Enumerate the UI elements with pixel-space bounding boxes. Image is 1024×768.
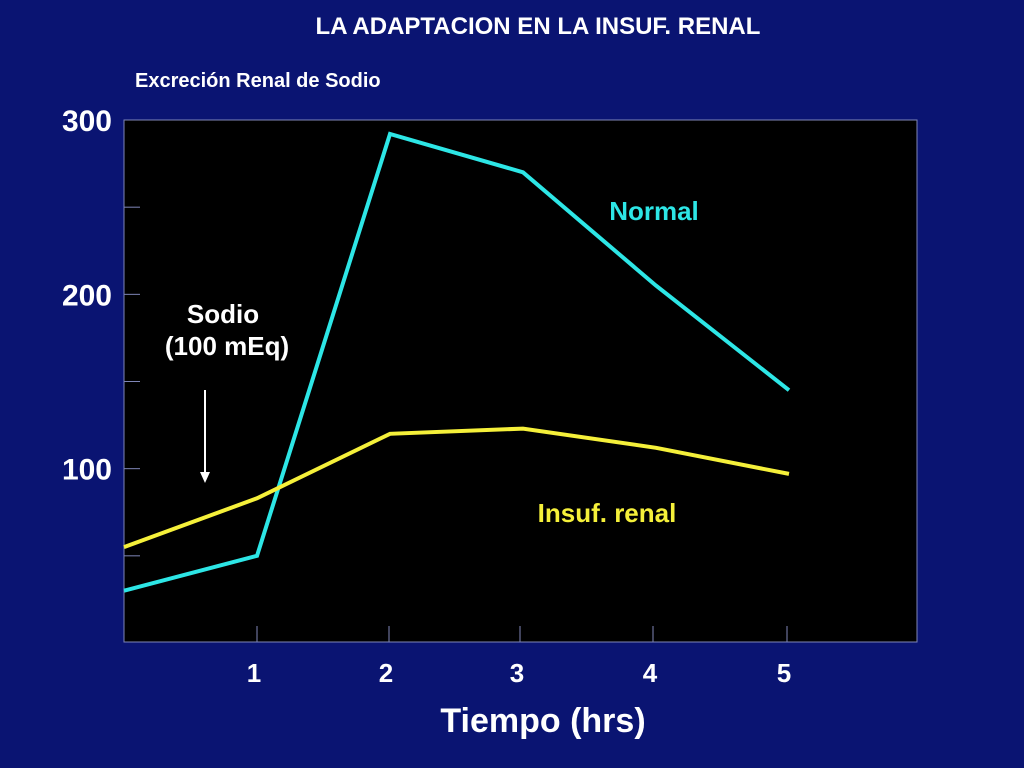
series-lines	[123, 131, 791, 593]
y-tick-labels: 100 200 300	[62, 105, 112, 487]
x-axis-ticks	[256, 626, 788, 642]
x-tick-label: 4	[643, 658, 658, 688]
series-line-insuf-renal	[123, 426, 790, 549]
slide-title: LA ADAPTACION EN LA INSUF. RENAL	[316, 13, 761, 40]
annotation-line-2: (100 mEq)	[165, 331, 289, 361]
x-tick-label: 1	[247, 658, 261, 688]
y-minor-ticks	[124, 119, 140, 557]
y-tick-label: 300	[62, 105, 112, 138]
legend-label-normal: Normal	[609, 196, 699, 226]
chart-subtitle: Excreción Renal de Sodio	[135, 70, 381, 92]
x-axis-label: Tiempo (hrs)	[440, 702, 645, 740]
plot-area	[123, 119, 918, 643]
x-tick-label: 5	[777, 658, 791, 688]
y-tick-label: 200	[62, 279, 112, 312]
annotation-arrow	[200, 390, 210, 483]
x-tick-label: 2	[379, 658, 393, 688]
legend-label-insuf-renal: Insuf. renal	[538, 498, 677, 528]
annotation-line-1: Sodio	[187, 299, 259, 329]
x-tick-label: 3	[510, 658, 524, 688]
y-tick-label: 100	[62, 454, 112, 487]
series-line-normal	[123, 131, 791, 593]
x-tick-labels: 1 2 3 4 5	[247, 658, 791, 688]
